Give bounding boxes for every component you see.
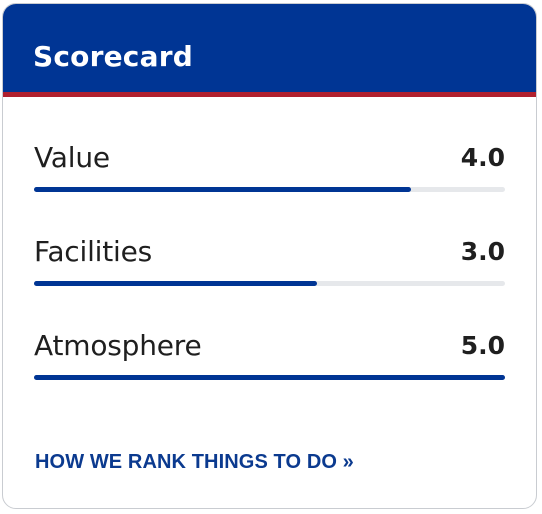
score-value: 4.0	[460, 143, 505, 172]
scorecard-card: Scorecard Value 4.0 Facilities 3.0 Atmos…	[2, 3, 537, 509]
score-label: Facilities	[34, 235, 152, 268]
score-bar-fill	[34, 375, 505, 380]
score-row-facilities: Facilities 3.0	[34, 191, 505, 286]
score-row-atmosphere: Atmosphere 5.0	[34, 285, 505, 380]
score-bar-track	[34, 375, 505, 380]
score-value: 5.0	[460, 331, 505, 360]
score-list: Value 4.0 Facilities 3.0 Atmosphere 5.0	[3, 97, 536, 380]
score-bar-fill	[34, 187, 411, 192]
score-value: 3.0	[460, 237, 505, 266]
how-we-rank-link[interactable]: HOW WE RANK THINGS TO DO »	[35, 451, 354, 473]
scorecard-header: Scorecard	[3, 4, 536, 97]
score-bar-fill	[34, 281, 317, 286]
score-label: Value	[34, 141, 110, 174]
score-bar-track	[34, 281, 505, 286]
score-bar-track	[34, 187, 505, 192]
score-label: Atmosphere	[34, 329, 202, 362]
scorecard-title: Scorecard	[33, 39, 193, 73]
score-row-value: Value 4.0	[34, 97, 505, 192]
